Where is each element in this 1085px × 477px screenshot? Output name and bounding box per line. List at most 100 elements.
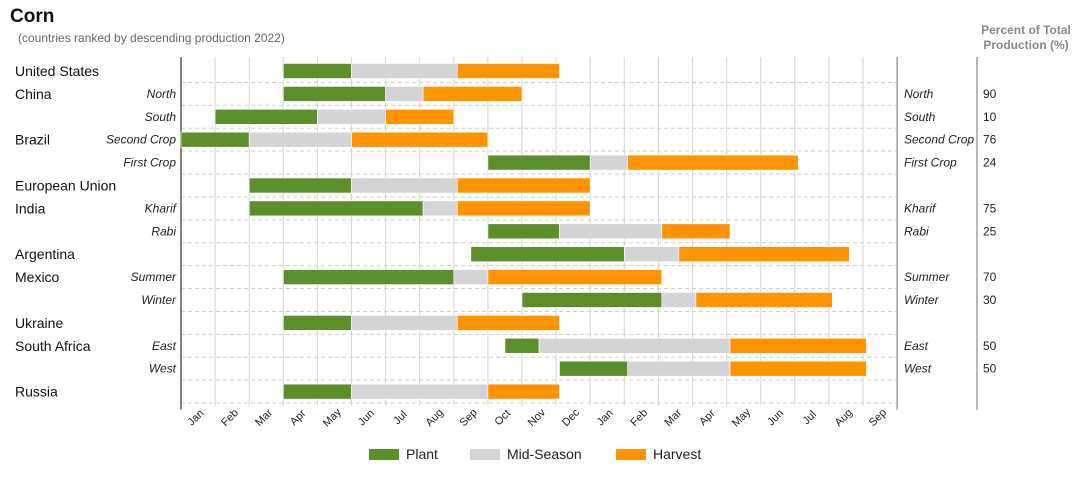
- month-tick-label: Aug: [423, 407, 445, 429]
- bar-plant: [180, 131, 250, 148]
- percent-column-header: Percent of Total Production (%): [965, 23, 1085, 53]
- month-tick-label: Dec: [560, 406, 583, 429]
- region-label-right: South: [904, 110, 936, 124]
- bar-harvest: [729, 360, 867, 377]
- month-tick-label: Mar: [662, 407, 684, 429]
- percent-header-line-1: Percent of Total: [981, 23, 1071, 37]
- region-label-left: Winter: [141, 293, 177, 307]
- bar-plant: [282, 269, 455, 285]
- bar-harvest: [351, 131, 489, 148]
- country-label: Brazil: [15, 132, 50, 148]
- region-label-right: Kharif: [904, 201, 937, 215]
- region-label-right: North: [904, 87, 934, 101]
- bar-mid: [589, 154, 629, 171]
- bar-plant: [282, 315, 352, 331]
- month-tick-label: Apr: [288, 407, 309, 428]
- region-label-right: Second Crop: [904, 133, 974, 147]
- legend-label-harvest: Harvest: [653, 446, 701, 462]
- bar-plant: [282, 383, 352, 400]
- bar-harvest: [456, 200, 591, 217]
- bar-plant: [282, 63, 352, 79]
- bar-harvest: [678, 246, 850, 262]
- region-label-left: East: [152, 339, 177, 353]
- month-tick-label: Jan: [185, 407, 206, 428]
- bar-harvest: [385, 109, 455, 125]
- region-label-left: First Crop: [123, 156, 176, 170]
- month-tick-label: Nov: [526, 406, 549, 429]
- month-tick-label: May: [730, 406, 754, 430]
- bar-plant: [559, 360, 629, 377]
- bar-harvest: [487, 269, 663, 285]
- month-tick-label: Aug: [833, 407, 855, 429]
- bar-harvest: [627, 154, 799, 171]
- country-label: China: [15, 86, 52, 102]
- region-label-right: Summer: [904, 270, 950, 284]
- bar-mid: [351, 383, 489, 400]
- bar-plant: [504, 337, 540, 354]
- month-tick-label: Jun: [765, 407, 786, 428]
- region-label-left: Kharif: [145, 201, 178, 215]
- bar-mid: [627, 360, 731, 377]
- country-label: Ukraine: [15, 315, 63, 331]
- bar-plant: [487, 154, 591, 171]
- bar-harvest: [487, 383, 560, 400]
- bar-mid: [317, 109, 386, 125]
- region-label-left: South: [145, 110, 177, 124]
- percent-value: 90: [983, 87, 997, 101]
- bar-harvest: [729, 337, 867, 354]
- percent-value: 10: [983, 110, 997, 124]
- bar-harvest: [661, 223, 731, 240]
- region-label-right: Rabi: [904, 224, 929, 238]
- month-tick-label: Sep: [867, 407, 889, 429]
- percent-value: 50: [983, 362, 997, 376]
- legend-label-plant: Plant: [406, 446, 438, 462]
- month-tick-label: Jul: [391, 409, 409, 427]
- percent-header-line-2: Production (%): [983, 38, 1069, 52]
- percent-value: 24: [983, 156, 997, 170]
- legend-swatch-mid: [470, 449, 500, 460]
- bar-mid: [351, 63, 458, 79]
- month-tick-label: Feb: [628, 407, 650, 429]
- bar-mid: [453, 269, 489, 285]
- bar-harvest: [422, 86, 523, 102]
- bar-mid: [661, 292, 697, 308]
- country-label: European Union: [15, 178, 116, 194]
- chart-title: Corn: [10, 6, 55, 27]
- region-label-right: West: [904, 362, 932, 376]
- country-label: Argentina: [15, 246, 75, 262]
- chart-subtitle: (countries ranked by descending producti…: [18, 31, 285, 45]
- bar-plant: [282, 86, 386, 102]
- bar-mid: [559, 223, 663, 240]
- bar-plant: [470, 246, 625, 262]
- region-label-right: Winter: [904, 293, 940, 307]
- month-tick-label: May: [321, 406, 345, 430]
- bar-plant: [248, 200, 424, 217]
- region-label-left: North: [147, 87, 177, 101]
- month-tick-label: Mar: [253, 407, 275, 429]
- legend-swatch-plant: [369, 449, 399, 460]
- bar-mid: [351, 315, 458, 331]
- percent-value: 50: [983, 339, 997, 353]
- region-label-right: East: [904, 339, 929, 353]
- region-label-left: Second Crop: [106, 133, 176, 147]
- region-label-left: West: [149, 362, 177, 376]
- month-tick-label: Jul: [801, 409, 819, 427]
- bar-mid: [248, 131, 352, 148]
- bar-harvest: [456, 315, 560, 331]
- country-label: Mexico: [15, 269, 60, 285]
- bar-mid: [623, 246, 680, 262]
- bar-mid: [422, 200, 458, 217]
- bar-plant: [214, 109, 318, 125]
- month-tick-label: Sep: [458, 407, 480, 429]
- bar-plant: [487, 223, 560, 240]
- bar-mid: [385, 86, 424, 102]
- month-tick-label: Jan: [595, 407, 616, 428]
- month-tick-label: Feb: [219, 407, 241, 429]
- country-label: India: [15, 200, 46, 216]
- bar-plant: [521, 292, 663, 308]
- region-label-right: First Crop: [904, 156, 957, 170]
- bar-harvest: [695, 292, 833, 308]
- percent-value: 30: [983, 293, 997, 307]
- bar-mid: [351, 177, 458, 194]
